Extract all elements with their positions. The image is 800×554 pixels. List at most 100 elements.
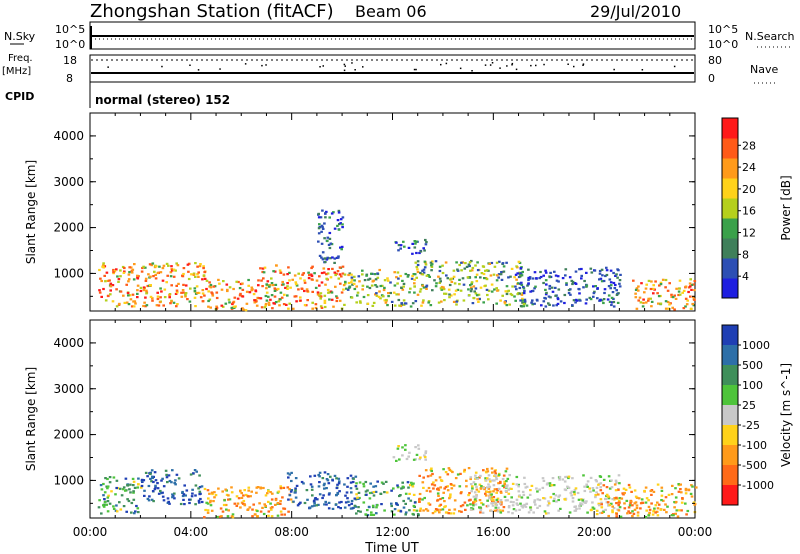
heatmap-cell bbox=[690, 495, 694, 498]
heatmap-cell bbox=[508, 487, 512, 490]
heatmap-cell bbox=[396, 271, 400, 274]
heatmap-cell bbox=[225, 283, 229, 286]
heatmap-cell bbox=[338, 299, 342, 302]
heatmap-cell bbox=[633, 489, 637, 492]
heatmap-cell bbox=[294, 477, 298, 480]
heatmap-cell bbox=[668, 282, 671, 285]
heatmap-cell bbox=[523, 300, 527, 303]
heatmap-cell bbox=[404, 444, 407, 447]
heatmap-cell bbox=[549, 271, 552, 274]
heatmap-cell bbox=[468, 492, 471, 495]
heatmap-cell bbox=[594, 494, 597, 497]
freq-dot bbox=[489, 64, 492, 66]
heatmap-cell bbox=[201, 300, 205, 303]
heatmap-cell bbox=[479, 508, 483, 511]
heatmap-cell bbox=[350, 491, 353, 494]
heatmap-cell bbox=[556, 275, 560, 278]
heatmap-cell bbox=[396, 447, 400, 450]
heatmap-cell bbox=[182, 498, 185, 501]
heatmap-cell bbox=[524, 505, 528, 508]
heatmap-cell bbox=[323, 482, 326, 485]
heatmap-cell bbox=[147, 499, 151, 502]
heatmap-cell bbox=[317, 485, 321, 488]
heatmap-cell bbox=[677, 293, 680, 297]
heatmap-cell bbox=[612, 271, 615, 275]
heatmap-cell bbox=[516, 272, 519, 275]
heatmap-cell bbox=[112, 271, 115, 274]
heatmap-cell bbox=[444, 505, 447, 508]
heatmap-cell bbox=[176, 303, 179, 306]
heatmap-cell bbox=[242, 499, 246, 503]
heatmap-cell bbox=[417, 447, 421, 450]
heatmap-cell bbox=[149, 472, 152, 476]
heatmap-cell bbox=[538, 488, 541, 491]
heatmap-cell bbox=[100, 295, 103, 298]
heatmap-cell bbox=[684, 305, 687, 308]
heatmap-cell bbox=[336, 483, 339, 486]
heatmap-cell bbox=[459, 472, 462, 475]
heatmap-cell bbox=[210, 509, 214, 512]
heatmap-cell bbox=[378, 290, 381, 293]
heatmap-cell bbox=[449, 278, 452, 281]
heatmap-cell bbox=[261, 270, 264, 274]
heatmap-cell bbox=[186, 263, 190, 266]
heatmap-cell bbox=[248, 291, 252, 294]
heatmap-cell bbox=[561, 277, 565, 280]
heatmap-cell bbox=[383, 509, 386, 512]
heatmap-cell bbox=[474, 264, 477, 267]
heatmap-cell bbox=[425, 508, 428, 511]
heatmap-cell bbox=[318, 481, 321, 484]
heatmap-cell bbox=[418, 500, 421, 503]
heatmap-cell bbox=[238, 294, 242, 297]
heatmap-cell bbox=[478, 476, 481, 479]
heatmap-cell bbox=[517, 282, 520, 285]
heatmap-cell bbox=[422, 509, 425, 512]
heatmap-cell bbox=[434, 479, 438, 482]
heatmap-cell bbox=[103, 491, 107, 494]
freq-dot bbox=[511, 64, 513, 66]
heatmap-cell bbox=[317, 503, 320, 506]
heatmap-cell bbox=[345, 287, 348, 290]
heatmap-cell bbox=[499, 491, 503, 494]
heatmap-cell bbox=[132, 498, 136, 501]
heatmap-cell bbox=[406, 275, 410, 278]
x-tick-label: 00:00 bbox=[73, 525, 108, 539]
heatmap-cell bbox=[327, 243, 331, 246]
heatmap-cell bbox=[460, 261, 463, 264]
heatmap-cell bbox=[623, 502, 626, 505]
heatmap-cell bbox=[295, 300, 298, 303]
heatmap-cell bbox=[172, 275, 176, 278]
heatmap-cell bbox=[177, 477, 181, 480]
heatmap-cell bbox=[689, 492, 693, 495]
heatmap-cell bbox=[102, 262, 105, 265]
heatmap-cell bbox=[693, 298, 696, 301]
heatmap-cell bbox=[570, 490, 574, 493]
heatmap-cell bbox=[578, 268, 581, 271]
freq-dot bbox=[499, 67, 501, 69]
heatmap-cell bbox=[401, 288, 405, 291]
heatmap-cell bbox=[542, 479, 546, 482]
heatmap-cell bbox=[161, 477, 164, 480]
heatmap-cell bbox=[617, 504, 621, 507]
heatmap-cell bbox=[335, 296, 339, 299]
heatmap-cell bbox=[614, 283, 617, 287]
heatmap-cell bbox=[580, 503, 584, 506]
heatmap-cell bbox=[207, 290, 210, 293]
heatmap-cell bbox=[640, 498, 644, 501]
heatmap-cell bbox=[402, 282, 406, 285]
heatmap-cell bbox=[375, 512, 378, 515]
nsearch-axis-lo: 10^0 bbox=[708, 38, 738, 51]
heatmap-cell bbox=[397, 249, 400, 252]
heatmap-cell bbox=[294, 487, 297, 490]
heatmap-cell bbox=[634, 501, 638, 504]
heatmap-cell bbox=[606, 501, 610, 504]
heatmap-cell bbox=[469, 483, 473, 486]
heatmap-cell bbox=[443, 500, 446, 503]
cpid-label: CPID bbox=[5, 90, 34, 103]
heatmap-cell bbox=[329, 242, 333, 245]
heatmap-cell bbox=[253, 301, 257, 304]
heatmap-cell bbox=[507, 289, 510, 292]
heatmap-cell bbox=[306, 290, 309, 293]
heatmap-cell bbox=[518, 508, 521, 511]
